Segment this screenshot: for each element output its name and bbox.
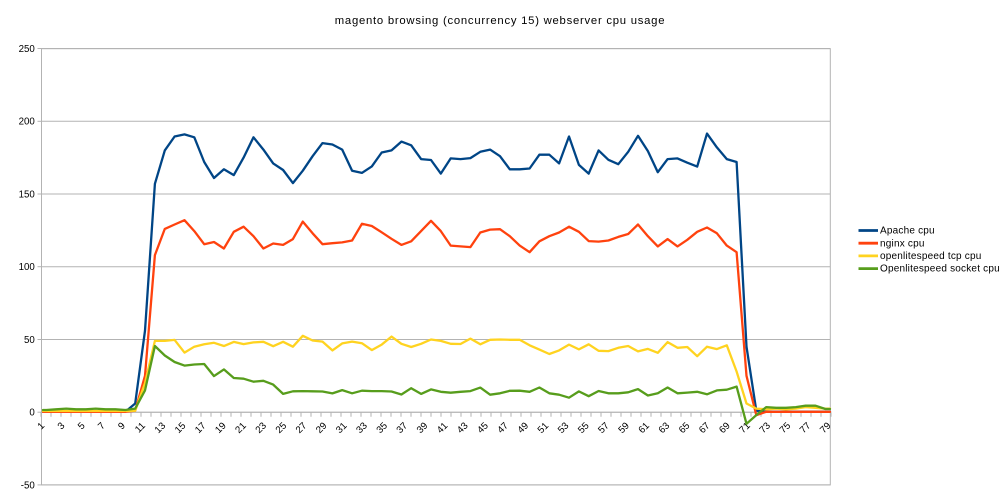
svg-text:7: 7	[96, 420, 108, 432]
svg-text:150: 150	[19, 189, 36, 200]
svg-text:5: 5	[76, 420, 88, 432]
svg-text:-50: -50	[21, 480, 36, 491]
svg-text:nginx cpu: nginx cpu	[880, 238, 925, 249]
svg-text:9: 9	[116, 420, 128, 432]
svg-text:3: 3	[56, 420, 68, 432]
svg-text:1: 1	[36, 420, 48, 432]
svg-text:100: 100	[19, 262, 36, 273]
svg-text:0: 0	[29, 408, 35, 419]
svg-text:magento browsing (concurrency: magento browsing (concurrency 15) webser…	[335, 15, 665, 27]
svg-text:200: 200	[19, 117, 36, 128]
svg-text:Apache cpu: Apache cpu	[880, 226, 935, 237]
svg-text:openlitespeed tcp cpu: openlitespeed tcp cpu	[880, 251, 982, 262]
svg-text:50: 50	[24, 335, 35, 346]
svg-text:250: 250	[19, 44, 36, 55]
svg-text:Openlitespeed socket cpu: Openlitespeed socket cpu	[880, 264, 1000, 275]
